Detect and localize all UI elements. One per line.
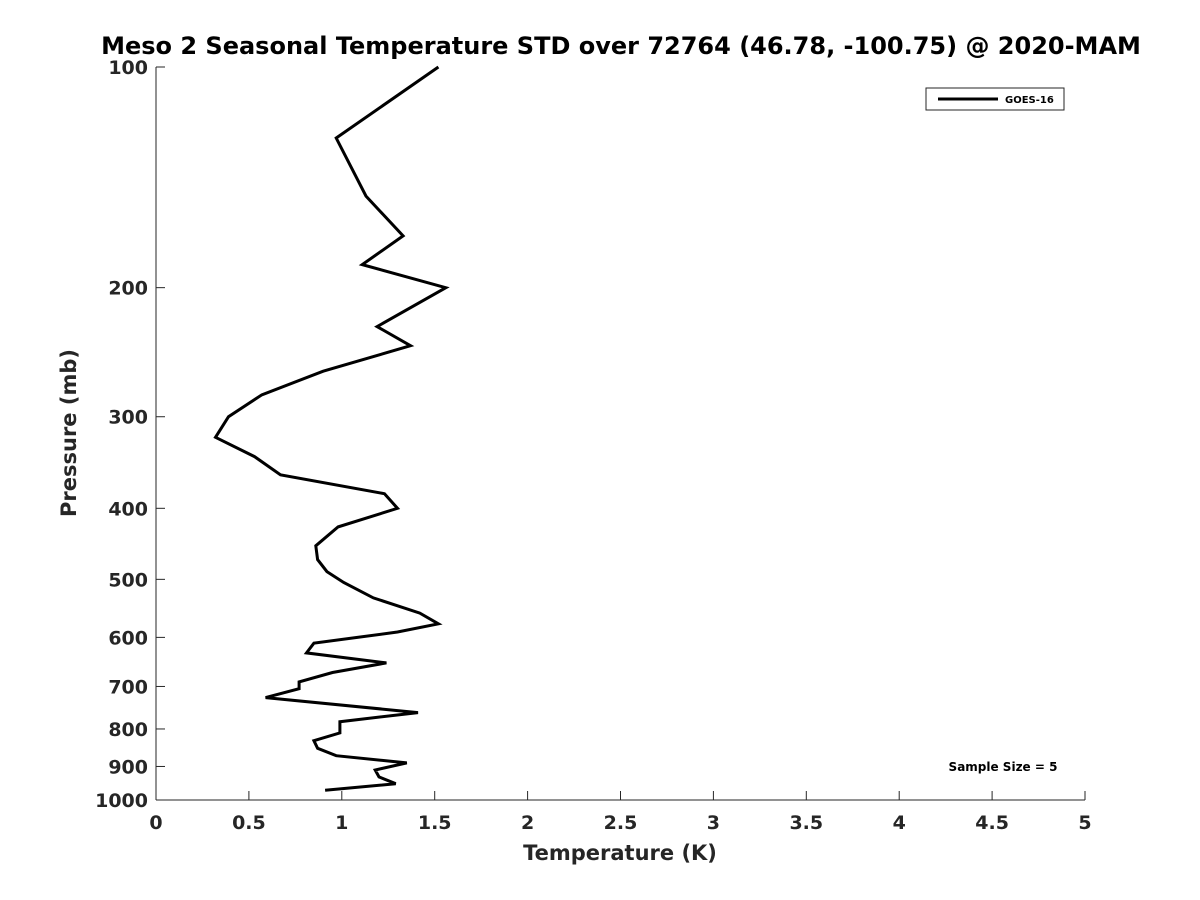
x-tick-label: 2: [521, 812, 534, 834]
data-layer: [213, 65, 450, 792]
y-tick-label: 100: [108, 57, 148, 79]
y-tick-label: 300: [108, 407, 148, 429]
legend: GOES-16: [925, 87, 1065, 111]
y-tick-label: 700: [108, 676, 148, 698]
x-tick-label: 0.5: [232, 812, 266, 834]
legend-label: GOES-16: [1005, 95, 1054, 106]
x-tick-label: 3.5: [789, 812, 823, 834]
y-tick-label: 1000: [95, 790, 148, 812]
x-tick-label: 0: [149, 812, 162, 834]
x-axis-label: Temperature (K): [523, 841, 717, 865]
x-tick-label: 2.5: [604, 812, 638, 834]
y-tick-label: 500: [108, 569, 148, 591]
x-tick-label: 3: [707, 812, 720, 834]
series-line-goes-16: [213, 65, 450, 792]
y-axis-label: Pressure (mb): [57, 349, 81, 517]
y-axis-ticks: 100 200 300 400 500 600 700 800 900 1000: [95, 57, 165, 812]
x-axis-ticks: 0 0.5 1 1.5 2 2.5 3 3.5 4 4.5 5: [149, 791, 1092, 834]
x-tick-label: 1: [335, 812, 348, 834]
x-tick-label: 5: [1078, 812, 1091, 834]
x-tick-label: 1.5: [418, 812, 452, 834]
y-tick-label: 800: [108, 719, 148, 741]
x-tick-label: 4.5: [975, 812, 1009, 834]
y-tick-label: 600: [108, 627, 148, 649]
y-tick-label: 900: [108, 756, 148, 778]
chart-title: Meso 2 Seasonal Temperature STD over 727…: [101, 32, 1141, 60]
x-tick-label: 4: [893, 812, 906, 834]
sample-size-annotation: Sample Size = 5: [949, 760, 1058, 774]
y-tick-label: 400: [108, 498, 148, 520]
y-tick-label: 200: [108, 278, 148, 300]
